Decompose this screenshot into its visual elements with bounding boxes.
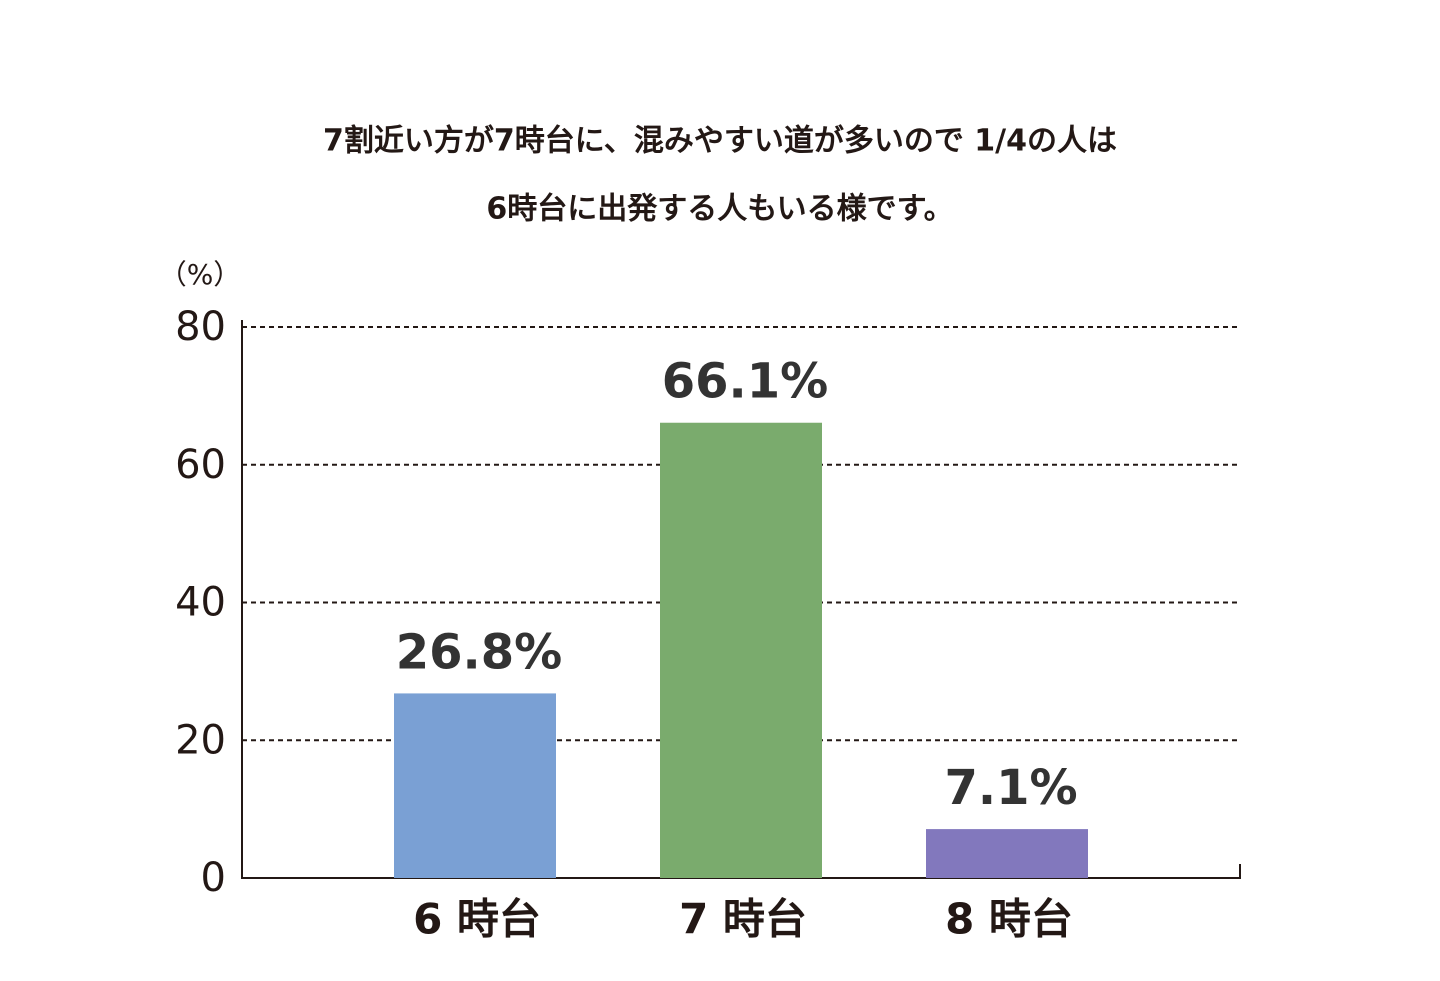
x-tick-label: 7 時台 xyxy=(679,895,807,944)
value-label: 66.1% xyxy=(662,354,829,410)
value-label: 7.1% xyxy=(944,760,1077,816)
y-tick-label: 20 xyxy=(175,717,226,763)
y-unit: （%） xyxy=(159,258,242,291)
value-label: 26.8% xyxy=(396,624,563,680)
bar xyxy=(660,422,822,878)
bar xyxy=(394,693,556,878)
x-tick-label: 8 時台 xyxy=(945,895,1073,944)
x-tick-label: 6 時台 xyxy=(413,895,541,944)
y-tick-label: 60 xyxy=(175,442,226,488)
bar xyxy=(926,829,1088,878)
y-tick-label: 80 xyxy=(175,304,226,350)
y-tick-label: 0 xyxy=(201,855,226,901)
chart-title: 6時台に出発する人もいる様です。 xyxy=(486,192,953,227)
chart-title: 7割近い方が7時台に、混みやすい道が多いので 1/4の人は xyxy=(323,124,1117,159)
y-tick-label: 40 xyxy=(175,580,226,626)
